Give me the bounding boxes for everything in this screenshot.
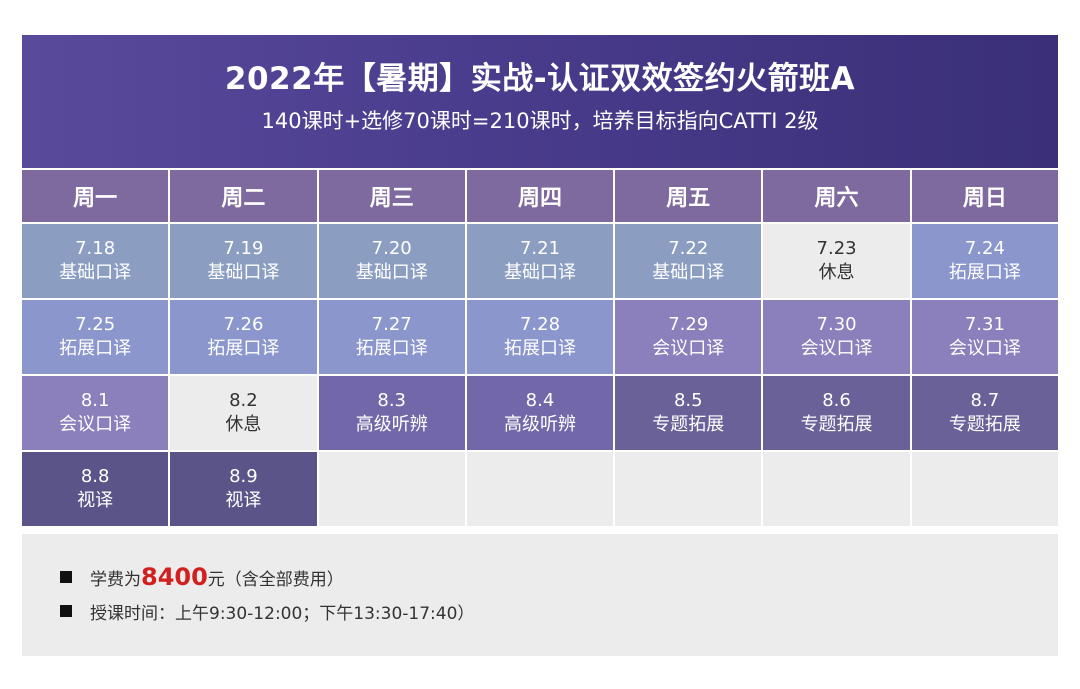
schedule-grid: 周一 周二 周三 周四 周五 周六 周日 7.18 基础口译 7.19 基础口译 7.2…: [22, 168, 1058, 526]
schedule-cell: 8.3 高级听辨: [318, 376, 465, 450]
cell-course: 高级听辨: [503, 414, 576, 435]
course-subtitle: 140课时+选修70课时=210课时，培养目标指向CATTI 2级: [261, 109, 819, 133]
schedule-line: 授课时间：上午9:30-12:00；下午13:30-17:40）: [60, 594, 1058, 628]
schedule-cell: 7.19 基础口译: [170, 224, 317, 298]
schedule-cell: 7.27 拓展口译: [318, 300, 465, 374]
cell-date: 8.6: [822, 390, 851, 411]
cell-date: 8.9: [229, 466, 258, 487]
cell-date: 8.5: [673, 390, 703, 411]
cell-date: 7.19: [223, 238, 264, 259]
cell-course: 拓展口译: [948, 262, 1021, 283]
schedule-cell: 7.25 拓展口译: [22, 300, 169, 374]
fee-prefix: 学费为: [90, 569, 141, 590]
bullet-square-icon: [60, 605, 72, 617]
cell-course: 专题拓展: [800, 414, 873, 435]
fee-suffix: 元（含全部费用）: [207, 569, 344, 590]
cell-course: 会议口译: [652, 338, 725, 359]
weekday-header-mon: 周一: [22, 170, 169, 222]
cell-date: 7.23: [816, 238, 857, 259]
cell-date: 8.1: [80, 390, 110, 411]
header-banner: 2022年【暑期】实战-认证双效签约火箭班A 140课时+选修70课时=210课…: [22, 35, 1058, 168]
cell-course: 基础口译: [207, 262, 280, 283]
cell-course: 拓展口译: [59, 338, 132, 359]
cell-course: 视译: [225, 490, 262, 511]
weekday-header-tue: 周二: [170, 170, 317, 222]
fee-amount: 8400: [141, 563, 208, 591]
empty-cell: [466, 452, 614, 526]
weekday-header-sat: 周六: [763, 170, 910, 222]
cell-date: 7.29: [668, 314, 709, 335]
schedule-cell: 7.23 休息: [763, 224, 910, 298]
cell-course: 专题拓展: [652, 414, 725, 435]
weekday-header-wed: 周三: [318, 170, 465, 222]
cell-date: 7.22: [668, 238, 709, 259]
cell-date: 7.24: [964, 238, 1005, 259]
cell-date: 7.31: [964, 314, 1005, 335]
schedule-cell: 7.29 会议口译: [615, 300, 762, 374]
empty-cell: [763, 452, 910, 526]
cell-date: 7.28: [519, 314, 561, 335]
schedule-cell: 7.21 基础口译: [466, 224, 614, 298]
cell-course: 休息: [225, 414, 262, 435]
cell-course: 高级听辨: [355, 414, 428, 435]
cell-date: 8.2: [229, 390, 258, 411]
schedule-cell: 7.26 拓展口译: [170, 300, 317, 374]
schedule-cell: 8.4 高级听辨: [466, 376, 614, 450]
cell-course: 拓展口译: [207, 338, 280, 359]
cell-date: 8.4: [525, 390, 555, 411]
cell-date: 7.20: [371, 238, 412, 259]
cell-course: 专题拓展: [948, 414, 1021, 435]
class-time: 授课时间：上午9:30-12:00；下午13:30-17:40）: [90, 603, 475, 624]
info-footer: 学费为 8400 元（含全部费用） 授课时间：上午9:30-12:00；下午13…: [22, 534, 1058, 656]
schedule-cell: 7.20 基础口译: [318, 224, 465, 298]
schedule-cell: 8.1 会议口译: [22, 376, 169, 450]
schedule-cell: 8.6 专题拓展: [763, 376, 910, 450]
schedule-cell: 8.8 视译: [22, 452, 169, 526]
cell-date: 8.8: [80, 466, 110, 487]
cell-course: 基础口译: [503, 262, 576, 283]
schedule-cell: 8.7 专题拓展: [911, 376, 1058, 450]
schedule-cell: 7.31 会议口译: [911, 300, 1058, 374]
schedule-cell: 8.5 专题拓展: [615, 376, 762, 450]
empty-cell: [318, 452, 465, 526]
course-schedule-card: 2022年【暑期】实战-认证双效签约火箭班A 140课时+选修70课时=210课…: [22, 35, 1058, 656]
cell-course: 拓展口译: [355, 338, 428, 359]
cell-course: 会议口译: [948, 338, 1021, 359]
cell-date: 7.30: [816, 314, 857, 335]
cell-course: 休息: [818, 262, 855, 283]
cell-date: 7.26: [223, 314, 264, 335]
schedule-cell: 7.28 拓展口译: [466, 300, 614, 374]
fee-line: 学费为 8400 元（含全部费用）: [60, 560, 1058, 594]
schedule-cell: 7.18 基础口译: [22, 224, 169, 298]
schedule-cell: 8.2 休息: [170, 376, 317, 450]
cell-date: 8.3: [377, 390, 407, 411]
weekday-header-thu: 周四: [466, 170, 614, 222]
cell-date: 7.21: [519, 238, 561, 259]
cell-date: 7.18: [75, 238, 116, 259]
cell-course: 视译: [77, 490, 114, 511]
bullet-square-icon: [60, 571, 72, 583]
weekday-header-sun: 周日: [911, 170, 1058, 222]
course-title: 2022年【暑期】实战-认证双效签约火箭班A: [224, 61, 856, 97]
weekday-header-fri: 周五: [615, 170, 762, 222]
schedule-cell: 7.22 基础口译: [615, 224, 762, 298]
cell-date: 8.7: [970, 390, 1000, 411]
cell-course: 会议口译: [59, 414, 132, 435]
cell-course: 拓展口译: [503, 338, 576, 359]
cell-date: 7.27: [371, 314, 412, 335]
schedule-cell: 8.9 视译: [170, 452, 317, 526]
cell-course: 会议口译: [800, 338, 873, 359]
schedule-cell: 7.24 拓展口译: [911, 224, 1058, 298]
empty-cell: [615, 452, 762, 526]
cell-course: 基础口译: [59, 262, 132, 283]
empty-cell: [911, 452, 1058, 526]
schedule-cell: 7.30 会议口译: [763, 300, 910, 374]
cell-date: 7.25: [75, 314, 116, 335]
cell-course: 基础口译: [652, 262, 725, 283]
cell-course: 基础口译: [355, 262, 428, 283]
